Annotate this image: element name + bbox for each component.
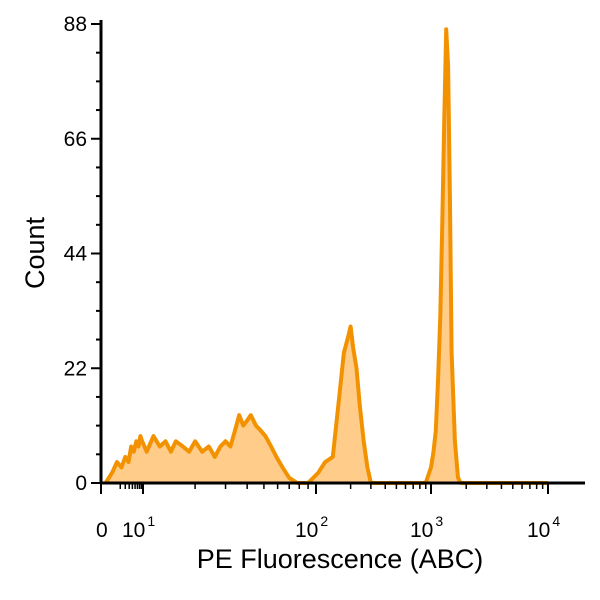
y-tick-label: 44 [64,243,88,266]
y-tick-label: 0 [75,472,87,495]
x-tick-exponent: 3 [435,513,443,529]
x-tick-base: 10 [295,519,318,542]
x-tick-base: 10 [410,519,433,542]
y-tick-label: 88 [64,13,87,36]
series-fill [105,29,548,483]
series-line [103,27,548,485]
x-tick-base: 10 [527,519,550,542]
y-tick-label: 66 [64,128,87,151]
x-tick-label: 10 2 [295,513,328,542]
plot-area [103,27,548,485]
y-axis: 0 22 44 66 88 [64,13,103,495]
x-axis: 0 10 1 10 2 10 3 10 4 [96,481,585,542]
x-tick-exponent: 4 [552,513,560,529]
x-tick-base: 10 [122,519,145,542]
x-tick-label: 10 4 [527,513,560,542]
x-tick-label: 10 1 [122,513,155,542]
x-tick-exponent: 2 [320,513,328,529]
y-tick-label: 22 [64,357,87,380]
x-tick-exponent: 1 [147,513,155,529]
x-tick-label: 10 3 [410,513,443,542]
x-axis-title: PE Fluorescence (ABC) [197,544,484,574]
x-tick-label: 0 [96,519,108,542]
y-axis-title: Count [20,216,50,289]
